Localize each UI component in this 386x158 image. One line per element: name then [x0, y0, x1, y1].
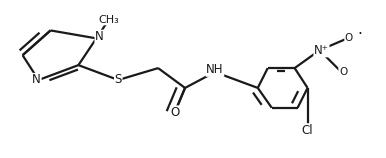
Text: NH: NH [206, 63, 223, 76]
Text: N⁺: N⁺ [314, 44, 329, 57]
Text: ·: · [357, 27, 362, 42]
Text: S: S [115, 73, 122, 86]
Text: CH₃: CH₃ [98, 15, 119, 25]
Text: O: O [171, 106, 180, 119]
Text: O: O [339, 67, 347, 77]
Text: N: N [95, 30, 104, 43]
Text: Cl: Cl [302, 124, 313, 137]
Text: O: O [345, 33, 353, 43]
Text: N: N [32, 73, 41, 86]
